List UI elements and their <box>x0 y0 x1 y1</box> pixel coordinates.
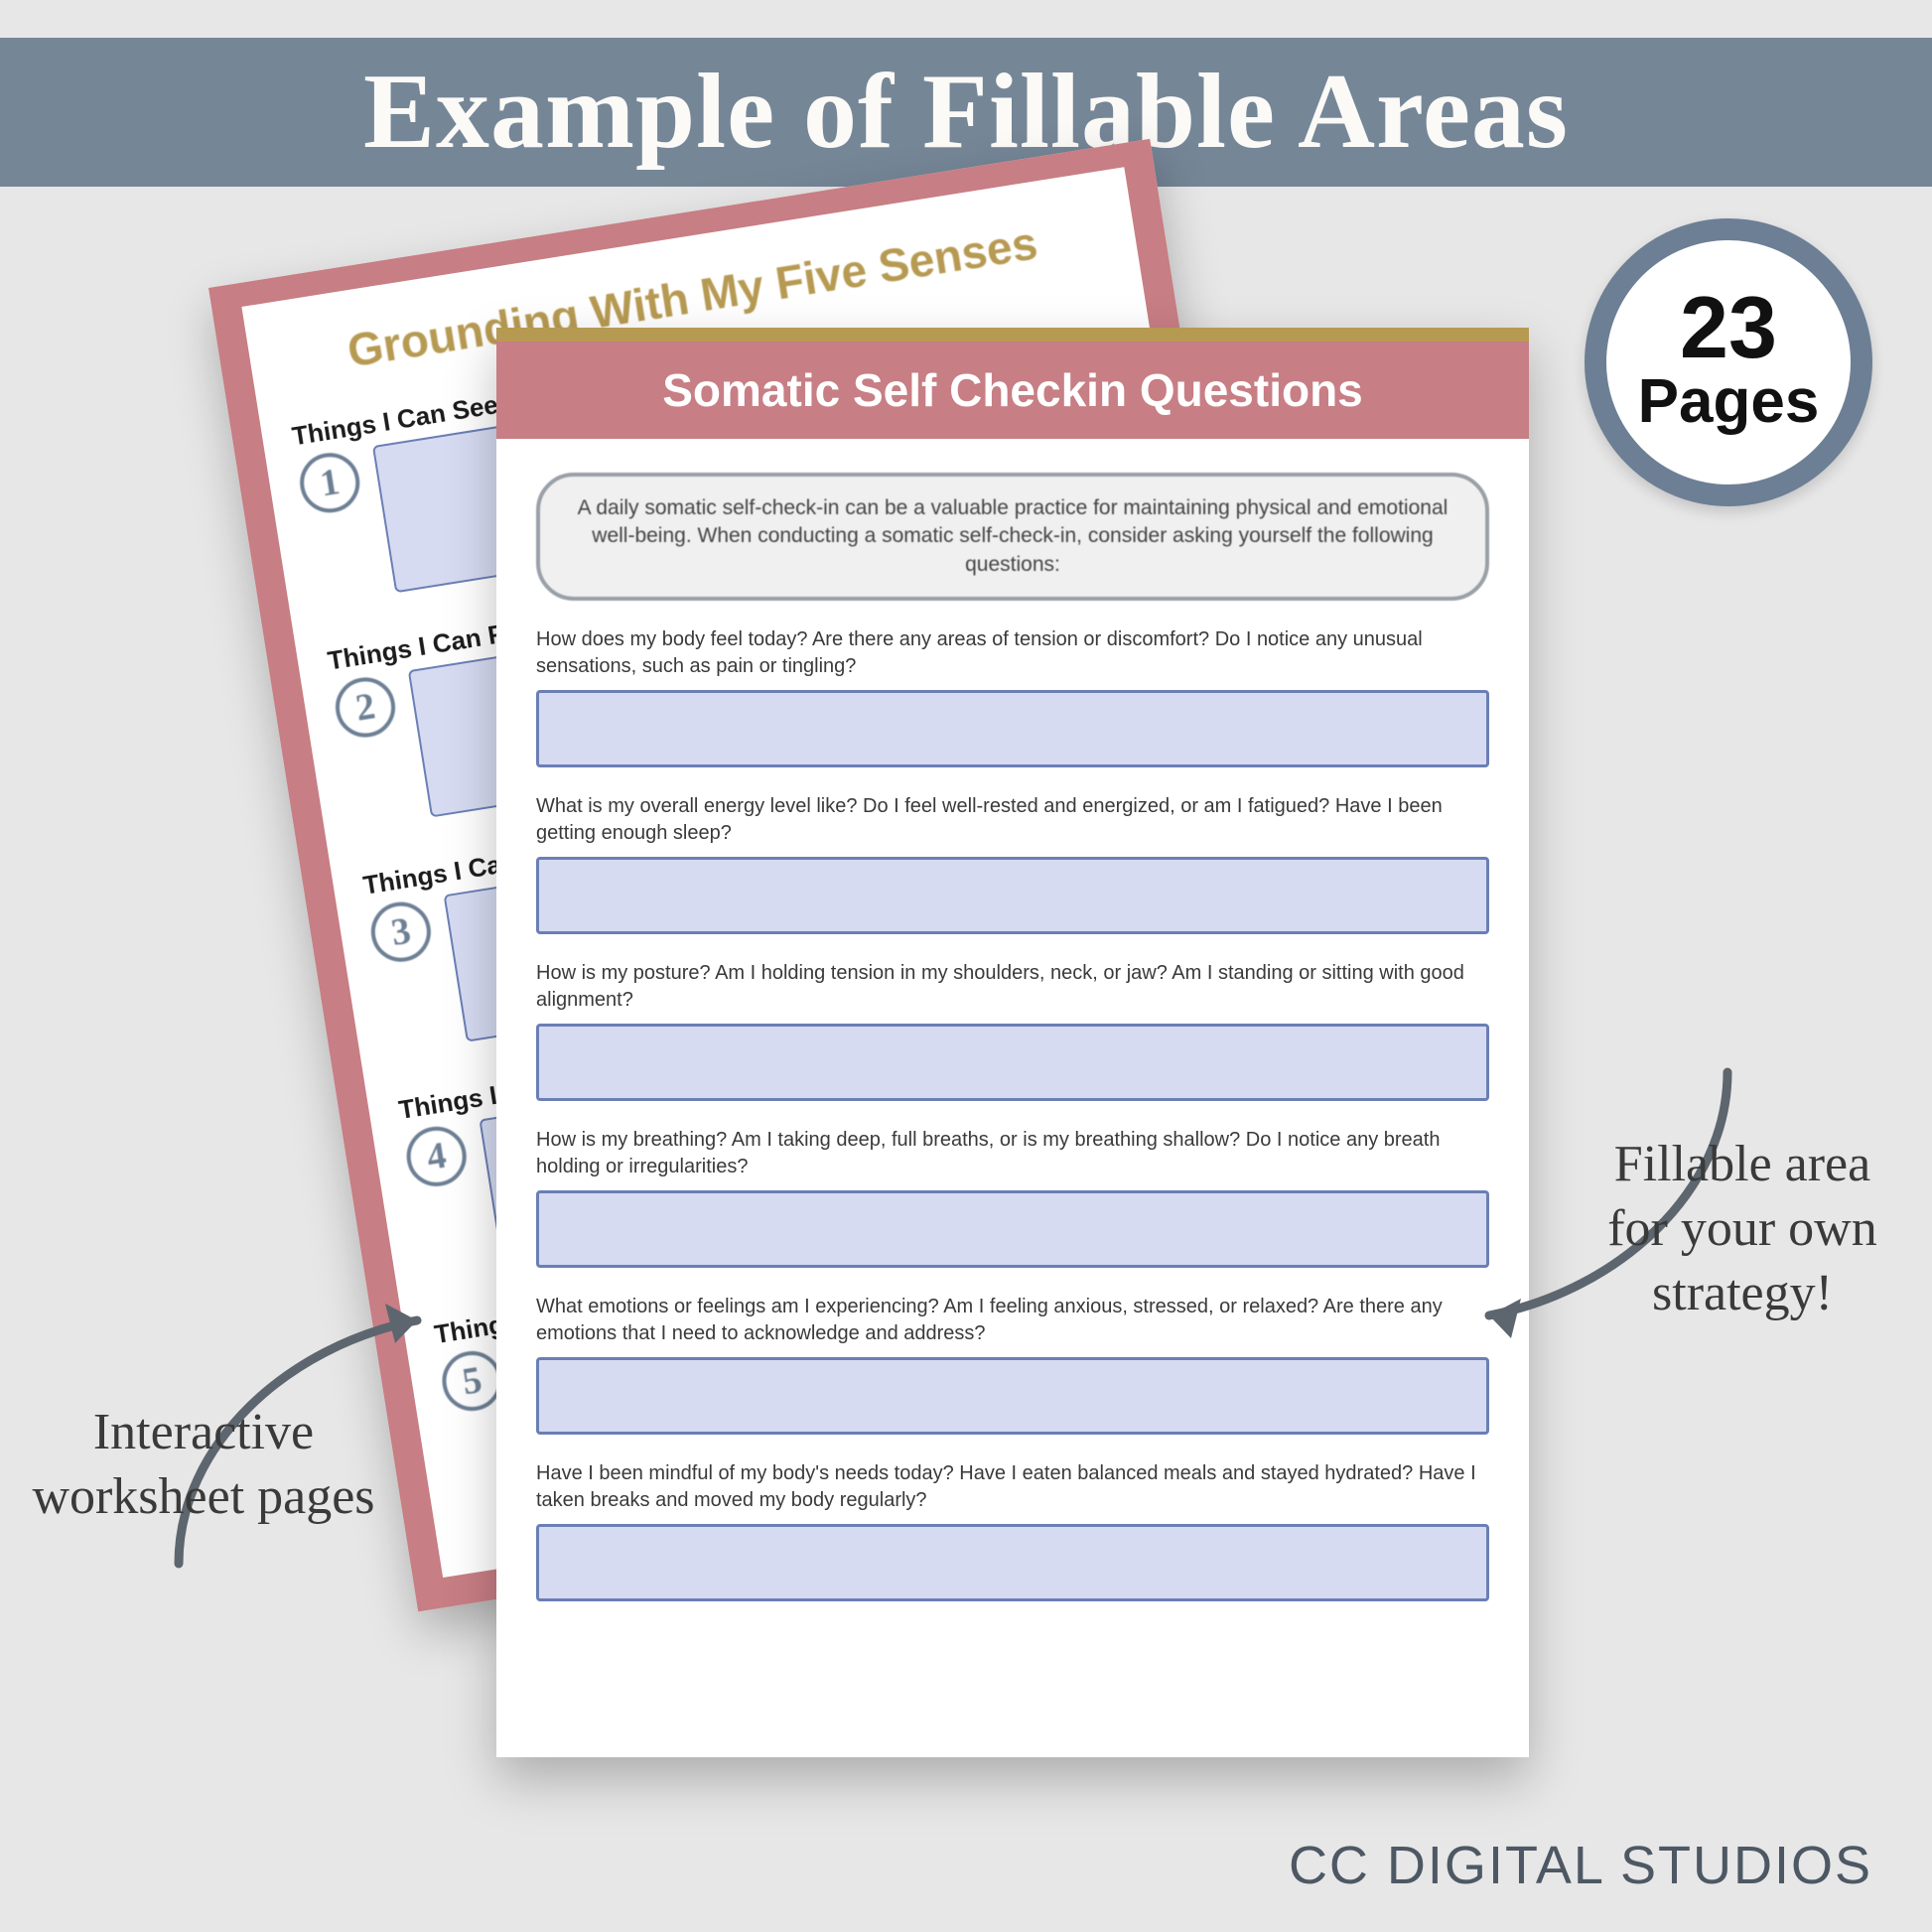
question-text: How is my breathing? Am I taking deep, f… <box>536 1127 1489 1180</box>
fillable-field[interactable] <box>536 1190 1489 1268</box>
page-title: Example of Fillable Areas <box>363 51 1569 174</box>
fillable-field[interactable] <box>536 690 1489 767</box>
page-count-number: 23 <box>1680 288 1777 366</box>
footer-attribution: CC DIGITAL STUDIOS <box>1289 1835 1872 1896</box>
question-block: What emotions or feelings am I experienc… <box>536 1294 1489 1435</box>
fillable-field[interactable] <box>536 1524 1489 1601</box>
question-block: Have I been mindful of my body's needs t… <box>536 1460 1489 1601</box>
worksheet-front-page: Somatic Self Checkin Questions A daily s… <box>496 328 1529 1757</box>
intro-text: A daily somatic self-check-in can be a v… <box>536 473 1489 601</box>
sense-number-badge: 1 <box>296 449 364 517</box>
annotation-left: Interactive worksheet pages <box>20 1400 387 1529</box>
question-block: What is my overall energy level like? Do… <box>536 793 1489 934</box>
question-block: How is my breathing? Am I taking deep, f… <box>536 1127 1489 1268</box>
question-text: Have I been mindful of my body's needs t… <box>536 1460 1489 1514</box>
page-count-label: Pages <box>1638 366 1820 437</box>
sense-number-badge: 4 <box>402 1123 471 1191</box>
page-count-badge: 23 Pages <box>1585 218 1872 506</box>
question-block: How is my posture? Am I holding tension … <box>536 960 1489 1101</box>
header-banner: Example of Fillable Areas <box>0 38 1932 187</box>
fillable-field[interactable] <box>536 857 1489 934</box>
question-block: How does my body feel today? Are there a… <box>536 626 1489 767</box>
gold-band <box>496 328 1529 342</box>
question-text: What is my overall energy level like? Do… <box>536 793 1489 847</box>
front-page-title: Somatic Self Checkin Questions <box>496 342 1529 439</box>
annotation-right: Fillable area for your own strategy! <box>1579 1132 1906 1325</box>
sense-number-badge: 3 <box>367 897 436 966</box>
fillable-field[interactable] <box>536 1024 1489 1101</box>
question-text: How is my posture? Am I holding tension … <box>536 960 1489 1014</box>
question-text: What emotions or feelings am I experienc… <box>536 1294 1489 1347</box>
question-text: How does my body feel today? Are there a… <box>536 626 1489 680</box>
fillable-field[interactable] <box>536 1357 1489 1435</box>
sense-number-badge: 2 <box>332 673 400 742</box>
